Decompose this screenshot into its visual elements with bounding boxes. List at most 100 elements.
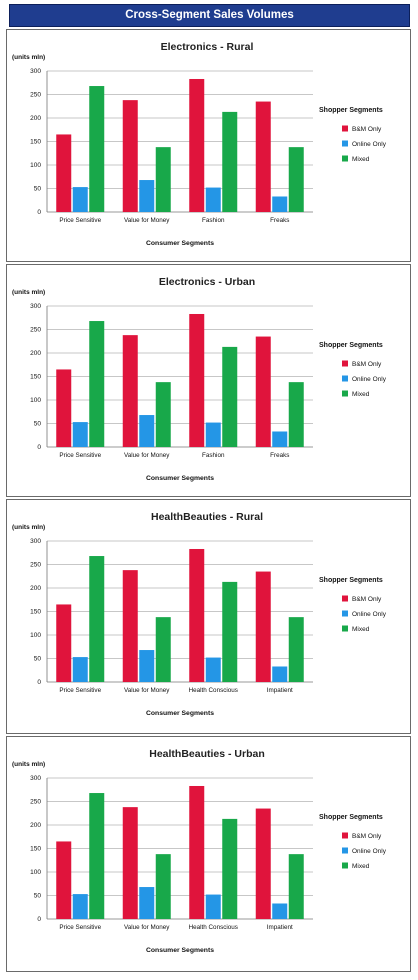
legend-label-b-m-only: B&M Only <box>352 361 382 368</box>
legend-label-online-only: Online Only <box>352 141 387 148</box>
legend-swatch-mixed <box>342 390 348 397</box>
y-tick-label: 250 <box>30 92 41 99</box>
y-tick-label: 300 <box>30 68 41 75</box>
chart-panel: HealthBeauties - Rural (units mln) 0 50 100 1… <box>6 499 411 734</box>
bar-b-m-only-health-conscious <box>189 548 205 682</box>
bar-online-only-impatient <box>272 666 288 682</box>
x-tick-label: Value for Money <box>124 924 170 931</box>
y-tick-label: 150 <box>30 846 41 853</box>
y-tick-label: 300 <box>30 303 41 310</box>
y-tick-label: 150 <box>30 139 41 146</box>
bar-b-m-only-freaks <box>255 336 271 447</box>
bar-mixed-price-sensitive <box>89 556 105 682</box>
bar-online-only-fashion <box>205 422 221 447</box>
bar-b-m-only-value-for-money <box>122 100 138 212</box>
y-tick-label: 50 <box>34 421 42 428</box>
legend-swatch-mixed <box>342 625 348 632</box>
y-tick-label: 200 <box>30 350 41 357</box>
x-axis-label: Consumer Segments <box>146 710 214 717</box>
x-tick-label: Value for Money <box>124 452 170 459</box>
y-tick-label: 0 <box>37 209 41 216</box>
y-tick-label: 150 <box>30 374 41 381</box>
legend-title: Shopper Segments <box>319 577 383 584</box>
bar-b-m-only-price-sensitive <box>56 369 72 447</box>
bar-mixed-value-for-money <box>155 147 171 212</box>
bar-mixed-freaks <box>288 382 304 447</box>
bar-b-m-only-freaks <box>255 101 271 212</box>
y-tick-label: 100 <box>30 632 41 639</box>
bar-mixed-impatient <box>288 617 304 682</box>
legend-swatch-online-only <box>342 847 348 854</box>
y-axis-unit-label: (units mln) <box>12 761 45 768</box>
bar-chart: Electronics - Urban (units mln) 0 50 100 150 2… <box>12 276 387 482</box>
bar-mixed-health-conscious <box>222 581 238 682</box>
bar-online-only-health-conscious <box>205 894 221 919</box>
legend-label-online-only: Online Only <box>352 611 387 618</box>
y-tick-label: 250 <box>30 562 41 569</box>
y-tick-label: 50 <box>34 186 42 193</box>
bar-b-m-only-price-sensitive <box>56 134 72 212</box>
bar-b-m-only-value-for-money <box>122 570 138 682</box>
legend-swatch-online-only <box>342 610 348 617</box>
y-tick-label: 0 <box>37 679 41 686</box>
x-tick-label: Impatient <box>267 924 293 931</box>
bar-online-only-value-for-money <box>139 180 155 212</box>
bar-online-only-price-sensitive <box>72 422 88 447</box>
x-tick-label: Freaks <box>270 452 289 459</box>
x-tick-label: Price Sensitive <box>59 217 101 224</box>
bar-mixed-impatient <box>288 854 304 919</box>
legend-label-b-m-only: B&M Only <box>352 596 382 603</box>
legend-title: Shopper Segments <box>319 342 383 349</box>
y-tick-label: 300 <box>30 538 41 545</box>
bar-b-m-only-price-sensitive <box>56 841 72 919</box>
legend-swatch-online-only <box>342 375 348 382</box>
bar-online-only-price-sensitive <box>72 657 88 682</box>
bar-b-m-only-value-for-money <box>122 807 138 919</box>
bar-b-m-only-fashion <box>189 313 205 447</box>
x-tick-label: Fashion <box>202 217 225 224</box>
bar-mixed-price-sensitive <box>89 321 105 447</box>
x-tick-label: Fashion <box>202 452 225 459</box>
x-tick-label: Health Conscious <box>189 924 238 931</box>
bar-b-m-only-value-for-money <box>122 335 138 447</box>
bar-online-only-freaks <box>272 196 288 212</box>
legend: Shopper Segments B&M Only Online Only Mixed <box>319 814 387 870</box>
bar-online-only-price-sensitive <box>72 187 88 212</box>
legend-title: Shopper Segments <box>319 107 383 114</box>
y-tick-label: 100 <box>30 162 41 169</box>
bar-mixed-fashion <box>222 346 238 447</box>
bar-b-m-only-impatient <box>255 571 271 682</box>
bar-chart: Electronics - Rural (units mln) 0 50 100 150 2… <box>12 41 387 247</box>
y-tick-label: 0 <box>37 916 41 923</box>
x-axis-label: Consumer Segments <box>146 475 214 482</box>
legend-title: Shopper Segments <box>319 814 383 821</box>
chart-title: HealthBeauties - Urban <box>149 748 265 760</box>
x-tick-label: Price Sensitive <box>59 452 101 459</box>
legend-label-mixed: Mixed <box>352 156 370 163</box>
bar-mixed-value-for-money <box>155 382 171 447</box>
legend-swatch-b-m-only <box>342 595 348 602</box>
y-tick-label: 250 <box>30 327 41 334</box>
legend: Shopper Segments B&M Only Online Only Mixed <box>319 107 387 163</box>
bar-chart: HealthBeauties - Rural (units mln) 0 50 100 1… <box>12 511 387 717</box>
legend: Shopper Segments B&M Only Online Only Mixed <box>319 342 387 398</box>
bar-online-only-health-conscious <box>205 657 221 682</box>
chart-panel: HealthBeauties - Urban (units mln) 0 50 100 1… <box>6 736 411 972</box>
x-axis-label: Consumer Segments <box>146 240 214 247</box>
dashboard-title-banner: Cross-Segment Sales Volumes <box>9 4 410 27</box>
y-tick-label: 0 <box>37 444 41 451</box>
bar-online-only-freaks <box>272 431 288 447</box>
bar-b-m-only-health-conscious <box>189 785 205 919</box>
bar-b-m-only-impatient <box>255 808 271 919</box>
x-tick-label: Value for Money <box>124 687 170 694</box>
legend-label-b-m-only: B&M Only <box>352 126 382 133</box>
legend-label-mixed: Mixed <box>352 391 370 398</box>
legend-swatch-b-m-only <box>342 125 348 132</box>
bar-online-only-impatient <box>272 903 288 919</box>
bar-mixed-health-conscious <box>222 818 238 919</box>
legend: Shopper Segments B&M Only Online Only Mixed <box>319 577 387 633</box>
y-tick-label: 200 <box>30 822 41 829</box>
bar-mixed-value-for-money <box>155 854 171 919</box>
chart-panel: Electronics - Urban (units mln) 0 50 100 150 2… <box>6 264 411 497</box>
x-tick-label: Price Sensitive <box>59 924 101 931</box>
